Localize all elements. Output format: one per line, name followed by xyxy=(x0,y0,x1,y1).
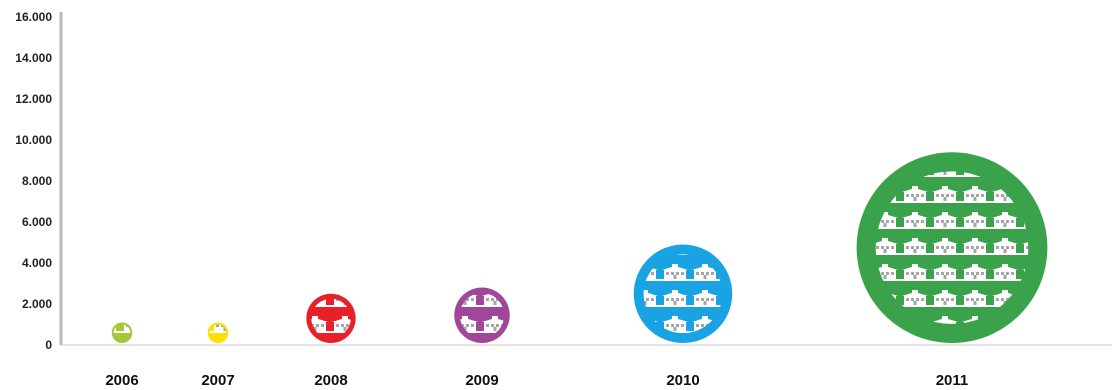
y-tick-label: 16.000 xyxy=(15,10,52,24)
x-tick-label: 2007 xyxy=(201,372,234,389)
school-icons-2006 xyxy=(113,324,131,341)
x-tick-label: 2011 xyxy=(936,372,969,389)
school-icons-2009 xyxy=(459,293,505,338)
y-tick-label: 8.000 xyxy=(22,174,52,188)
x-tick-label: 2008 xyxy=(314,372,347,389)
school-icons-2008 xyxy=(311,298,351,339)
y-tick-label: 12.000 xyxy=(15,92,52,106)
x-tick-label: 2010 xyxy=(666,372,699,389)
y-tick-label: 14.000 xyxy=(15,51,52,65)
school-icons-2010 xyxy=(643,254,723,334)
school-icons-2007 xyxy=(209,324,227,341)
y-tick-label: 2.000 xyxy=(22,297,52,311)
x-tick-label: 2006 xyxy=(105,372,138,389)
y-tick-label: 4.000 xyxy=(22,256,52,270)
y-tick-label: 10.000 xyxy=(15,133,52,147)
x-tick-label: 2009 xyxy=(465,372,498,389)
bubbles xyxy=(111,152,1048,344)
y-tick-label: 0 xyxy=(45,338,52,352)
school-icons-2011 xyxy=(875,171,1029,324)
y-tick-label: 6.000 xyxy=(22,215,52,229)
x-axis-ticks: 2006 2007 2008 2009 2010 2011 xyxy=(105,372,968,389)
y-axis-ticks: 0 2.000 4.000 6.000 8.000 10.000 12.000 14.000 1… xyxy=(15,10,52,352)
